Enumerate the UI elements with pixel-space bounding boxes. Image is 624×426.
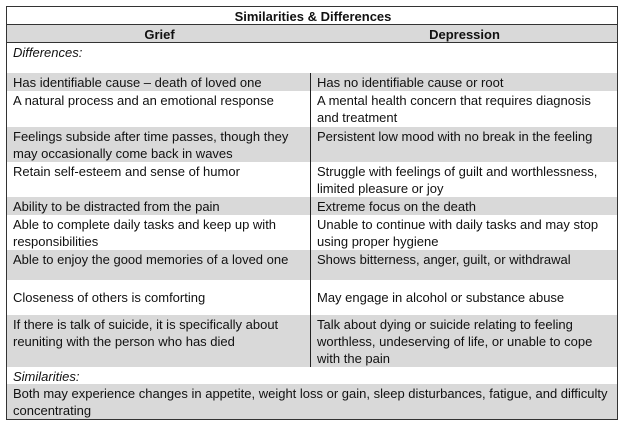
similarities-section-row: Similarities: — [7, 367, 617, 384]
table-title-row: Similarities & Differences — [7, 7, 617, 25]
depression-cell: May engage in alcohol or substance abuse — [310, 280, 617, 315]
similarities-row: Both may experience changes in appetite,… — [7, 384, 617, 419]
grief-cell: Has identifiable cause – death of loved … — [13, 75, 262, 90]
header-depression: Depression — [429, 27, 500, 42]
grief-cell: Feelings subside after time passes, thou… — [13, 129, 289, 161]
header-row: Grief Depression — [7, 25, 617, 43]
depression-cell: Persistent low mood with no break in the… — [310, 127, 617, 162]
differences-label: Differences: — [13, 45, 83, 60]
table-row: Has identifiable cause – death of loved … — [7, 73, 617, 91]
table-row: Closeness of others is comforting May en… — [7, 280, 617, 315]
table-row: Able to complete daily tasks and keep up… — [7, 215, 617, 250]
grief-cell: Closeness of others is comforting — [13, 290, 206, 305]
table-row: Able to enjoy the good memories of a lov… — [7, 250, 617, 280]
similarities-label: Similarities: — [13, 369, 80, 384]
depression-cell: Extreme focus on the death — [310, 197, 617, 215]
grief-cell: Able to complete daily tasks and keep up… — [13, 217, 277, 249]
comparison-table: Similarities & Differences Grief Depress… — [6, 6, 618, 420]
grief-cell: If there is talk of suicide, it is speci… — [13, 317, 279, 349]
grief-cell: A natural process and an emotional respo… — [13, 93, 274, 108]
table-row: A natural process and an emotional respo… — [7, 91, 617, 127]
header-grief: Grief — [144, 27, 175, 42]
depression-cell: Struggle with feelings of guilt and wort… — [310, 162, 617, 197]
grief-cell: Able to enjoy the good memories of a lov… — [13, 252, 289, 267]
table-row: Feelings subside after time passes, thou… — [7, 127, 617, 162]
depression-cell: Has no identifiable cause or root — [310, 73, 617, 91]
table-row: If there is talk of suicide, it is speci… — [7, 315, 617, 367]
table-row: Ability to be distracted from the pain E… — [7, 197, 617, 215]
table-row: Retain self-esteem and sense of humor St… — [7, 162, 617, 197]
table-title: Similarities & Differences — [234, 9, 392, 24]
grief-cell: Retain self-esteem and sense of humor — [13, 164, 240, 179]
differences-section-row: Differences: — [7, 43, 617, 73]
grief-cell: Ability to be distracted from the pain — [13, 199, 220, 214]
depression-cell: Unable to continue with daily tasks and … — [310, 215, 617, 250]
depression-cell: Talk about dying or suicide relating to … — [310, 315, 617, 367]
similarities-text: Both may experience changes in appetite,… — [13, 386, 608, 418]
depression-cell: Shows bitterness, anger, guilt, or withd… — [310, 250, 617, 280]
depression-cell: A mental health concern that requires di… — [310, 91, 617, 127]
